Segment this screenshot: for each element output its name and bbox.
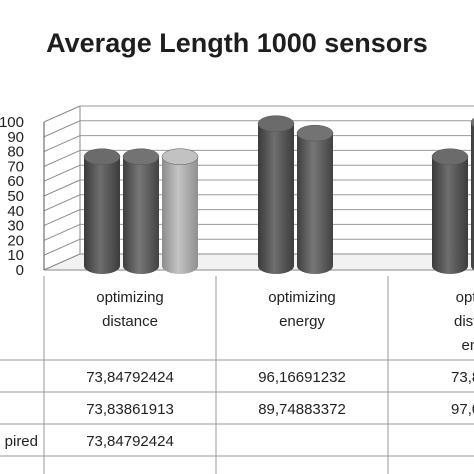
y-tick-label: 80	[7, 144, 24, 161]
bar-body	[432, 156, 468, 266]
category-label: energy	[279, 313, 325, 330]
gridline-side	[43, 120, 81, 138]
gridline-side	[43, 164, 81, 182]
gridline-side	[43, 179, 81, 197]
bar-base	[297, 258, 333, 274]
bar	[83, 148, 121, 274]
bar-cap	[296, 124, 334, 142]
gridline-side	[43, 105, 81, 123]
row-label: pired	[5, 433, 38, 450]
bar-body	[123, 156, 159, 266]
bar-cap	[122, 148, 160, 165]
bar	[296, 124, 334, 274]
gridline-side	[43, 135, 81, 153]
y-tick-label: 0	[16, 262, 24, 279]
data-label: 89,74883372	[258, 401, 346, 418]
bar-body	[471, 122, 474, 266]
y-tick-label: 70	[7, 158, 24, 175]
y-tick-label: 60	[7, 173, 24, 190]
bar-cap	[470, 117, 474, 128]
bar-base	[84, 258, 120, 274]
gridline-side	[43, 209, 81, 227]
gridline-side	[43, 238, 81, 256]
data-label: 96,16691232	[258, 369, 346, 386]
category-label: distan	[454, 313, 474, 330]
bar-cap	[431, 148, 469, 165]
category-label: optimizing	[96, 289, 164, 306]
category-label: optim	[456, 289, 474, 306]
category-label: ene	[461, 337, 474, 354]
bar	[122, 148, 160, 274]
bar-cap	[83, 148, 121, 165]
bar-body	[258, 123, 294, 266]
y-tick-label: 20	[7, 232, 24, 249]
bar	[257, 115, 295, 274]
gridline-side	[43, 194, 81, 212]
bar-base	[162, 258, 198, 274]
data-label: 73,835	[451, 369, 474, 386]
y-tick-label: 100	[0, 114, 24, 131]
bar-cap	[257, 115, 295, 132]
data-label: 73,84792424	[86, 433, 174, 450]
bar	[431, 148, 469, 274]
bars	[83, 115, 474, 274]
bar-base	[258, 258, 294, 274]
y-tick-label: 40	[7, 203, 24, 220]
bar-base	[432, 258, 468, 274]
y-tick-label: 30	[7, 218, 24, 235]
y-tick-label: 50	[7, 188, 24, 205]
data-label: 73,84792424	[86, 369, 174, 386]
data-label: 97,021	[451, 401, 474, 418]
category-label: distance	[102, 313, 158, 330]
gridline-side	[43, 149, 81, 167]
bar	[161, 148, 199, 274]
bar	[470, 117, 474, 271]
data-label: 73,83861913	[86, 401, 174, 418]
category-label: optimizing	[268, 289, 336, 306]
data-table: optimizing distance optimizing energy optim d…	[0, 276, 474, 474]
gridline-side	[43, 223, 81, 241]
bar-body	[84, 156, 120, 266]
bar-base	[123, 258, 159, 274]
chart-title: Average Length 1000 sensors	[46, 28, 428, 58]
bar-body	[297, 133, 333, 266]
y-tick-label: 10	[7, 247, 24, 264]
bar-cap	[161, 148, 199, 165]
y-tick-label: 90	[7, 129, 24, 146]
bar-base	[471, 261, 474, 271]
bar-body	[162, 156, 198, 266]
